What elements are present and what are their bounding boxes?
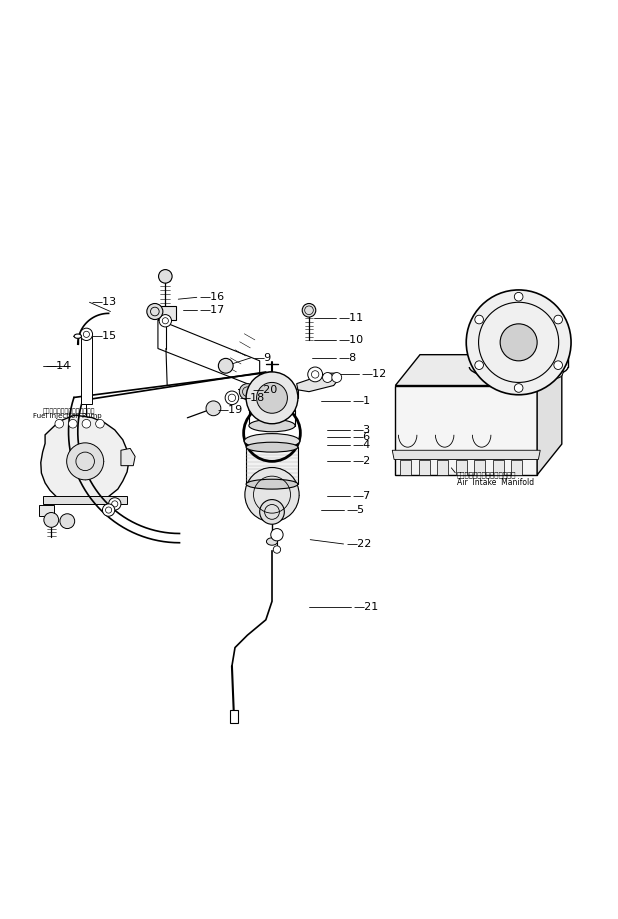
Circle shape (67, 443, 104, 480)
Circle shape (147, 303, 163, 320)
Circle shape (514, 383, 523, 392)
Polygon shape (537, 355, 562, 475)
Circle shape (112, 501, 118, 507)
Text: —15: —15 (92, 331, 117, 341)
Circle shape (159, 314, 172, 327)
Text: Air  Intake  Manifold: Air Intake Manifold (457, 478, 534, 487)
Polygon shape (474, 460, 485, 475)
Polygon shape (392, 450, 540, 460)
Polygon shape (121, 448, 135, 466)
Text: —16: —16 (199, 292, 224, 302)
Circle shape (323, 372, 332, 382)
Circle shape (80, 328, 93, 341)
Circle shape (44, 513, 59, 528)
Circle shape (55, 419, 64, 428)
Bar (158, 306, 176, 320)
Polygon shape (455, 460, 467, 475)
Text: —14: —14 (45, 361, 70, 370)
Text: —18: —18 (240, 392, 265, 403)
Circle shape (60, 514, 75, 528)
Circle shape (466, 289, 571, 395)
Circle shape (500, 323, 537, 361)
Ellipse shape (249, 403, 295, 415)
Circle shape (248, 383, 264, 400)
Text: —9: —9 (253, 353, 272, 363)
Bar (81, 336, 92, 404)
Polygon shape (396, 385, 537, 475)
Circle shape (109, 498, 121, 510)
Text: —2: —2 (352, 456, 370, 466)
Text: —5: —5 (346, 505, 364, 515)
Circle shape (332, 372, 342, 382)
Ellipse shape (266, 538, 277, 545)
Circle shape (82, 419, 91, 428)
Bar (246, 448, 298, 484)
Circle shape (271, 528, 283, 541)
Text: フェルインジェクションポンプ: フェルインジェクションポンプ (42, 408, 95, 414)
Text: —12: —12 (362, 369, 387, 380)
Text: —1: —1 (352, 396, 370, 406)
Circle shape (96, 419, 104, 428)
Text: —4: —4 (352, 440, 370, 450)
Polygon shape (419, 460, 430, 475)
Text: —17: —17 (199, 305, 224, 315)
Polygon shape (396, 355, 562, 385)
Circle shape (206, 401, 221, 415)
Circle shape (554, 361, 562, 369)
Circle shape (475, 315, 483, 323)
Text: —19: —19 (218, 405, 243, 415)
Circle shape (83, 331, 90, 337)
Circle shape (69, 419, 77, 428)
Polygon shape (400, 460, 412, 475)
Circle shape (302, 303, 316, 317)
Text: Fuel Injection Pump: Fuel Injection Pump (33, 413, 101, 419)
Text: エアーインテークマニホールド: エアーインテークマニホールド (457, 471, 517, 478)
Polygon shape (493, 460, 504, 475)
Circle shape (163, 318, 169, 323)
Polygon shape (438, 460, 448, 475)
Circle shape (514, 292, 523, 301)
Circle shape (106, 507, 112, 513)
Circle shape (246, 372, 298, 424)
Polygon shape (43, 496, 127, 504)
Circle shape (225, 391, 239, 404)
Ellipse shape (246, 479, 298, 489)
Circle shape (554, 315, 562, 323)
Circle shape (260, 500, 284, 524)
Text: —7: —7 (352, 492, 370, 502)
Bar (39, 505, 54, 516)
Bar (230, 709, 238, 723)
Circle shape (159, 269, 172, 283)
Text: —6: —6 (352, 432, 370, 442)
Text: —3: —3 (352, 425, 370, 435)
Circle shape (475, 361, 483, 369)
Circle shape (256, 382, 287, 414)
Text: —11: —11 (339, 312, 364, 323)
Ellipse shape (249, 419, 295, 432)
Ellipse shape (246, 442, 298, 452)
Circle shape (311, 370, 319, 378)
Circle shape (551, 366, 563, 378)
Text: —13: —13 (92, 297, 117, 307)
Circle shape (273, 546, 281, 553)
Polygon shape (41, 415, 129, 504)
Text: —21: —21 (353, 603, 379, 612)
Circle shape (308, 367, 323, 381)
Circle shape (239, 383, 255, 400)
Text: —20: —20 (252, 385, 277, 395)
Polygon shape (511, 460, 522, 475)
Text: —10: —10 (339, 335, 364, 346)
Ellipse shape (244, 434, 300, 448)
Text: —22: —22 (346, 539, 371, 549)
Circle shape (228, 394, 235, 402)
Circle shape (245, 468, 299, 522)
Circle shape (218, 358, 233, 373)
Ellipse shape (74, 334, 82, 338)
Circle shape (103, 504, 115, 516)
Polygon shape (297, 373, 339, 391)
Text: —8: —8 (339, 353, 357, 363)
